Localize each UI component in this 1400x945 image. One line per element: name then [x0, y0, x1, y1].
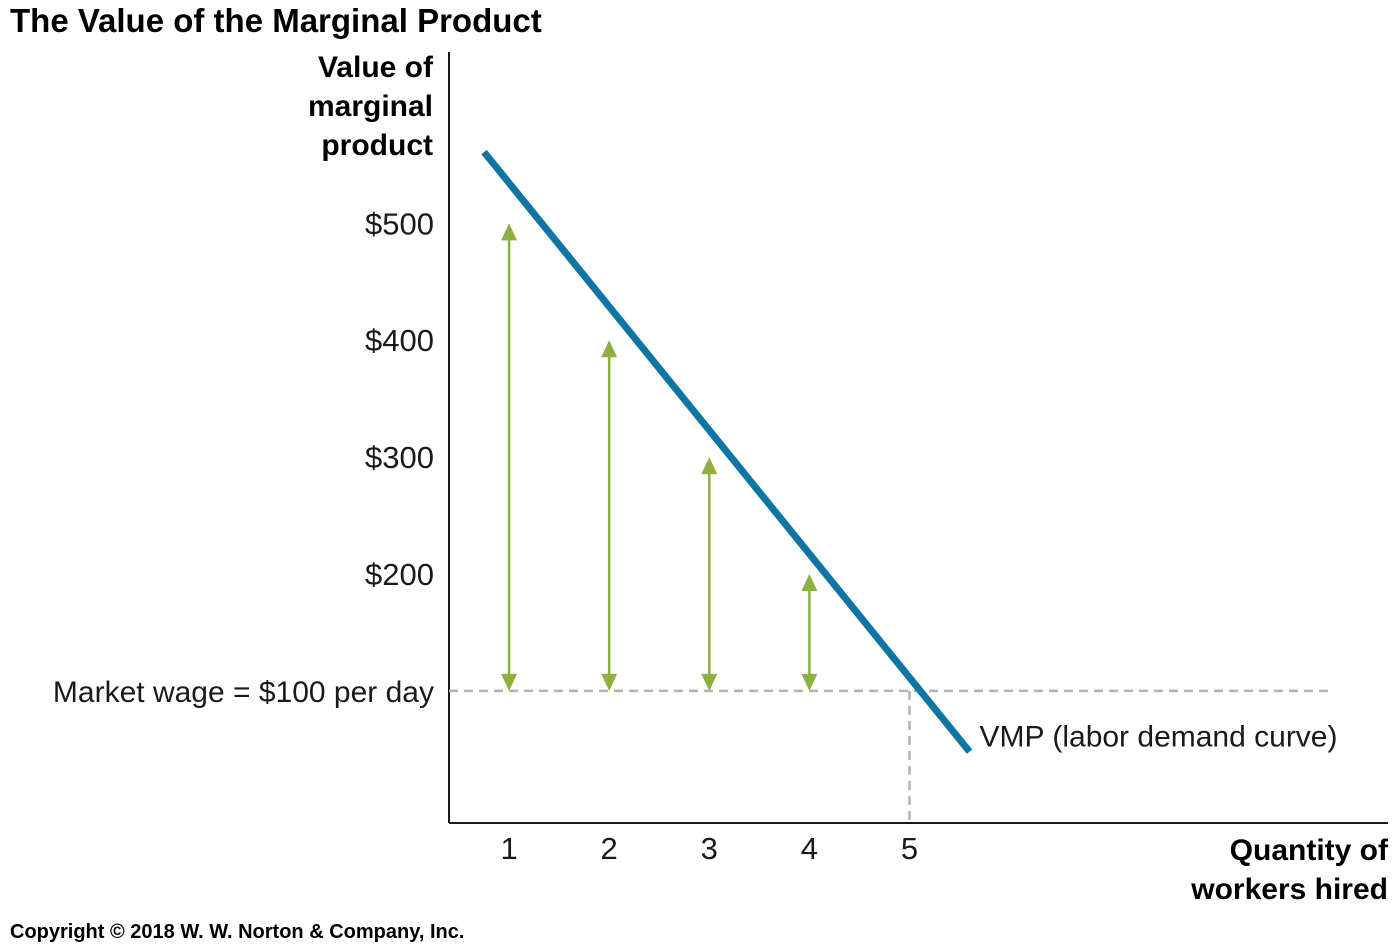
market-wage-label: Market wage = $100 per day	[53, 676, 434, 709]
y-tick-label-500: $500	[365, 206, 434, 241]
x-tick-label-5: 5	[901, 831, 918, 866]
y-tick-label-300: $300	[365, 440, 434, 475]
arrowhead-bottom-2	[601, 673, 618, 691]
y-axis-title-line-3: product	[321, 129, 433, 162]
arrowhead-bottom-1	[501, 673, 518, 691]
arrowhead-top-2	[601, 340, 618, 358]
x-tick-label-4: 4	[801, 831, 818, 866]
arrowhead-top-3	[701, 457, 718, 475]
x-tick-label-3: 3	[701, 831, 718, 866]
y-axis-title-line-2: marginal	[308, 90, 433, 123]
plot-area: VMP (labor demand curve) $500 $400 $300 $200…	[53, 52, 1388, 866]
vmp-demand-curve	[481, 149, 973, 754]
x-tick-label-1: 1	[500, 831, 517, 866]
arrowhead-bottom-3	[701, 673, 718, 691]
chart-title: The Value of the Marginal Product	[10, 2, 542, 39]
y-tick-label-200: $200	[365, 557, 434, 592]
arrowhead-bottom-4	[801, 673, 818, 691]
copyright-notice: Copyright © 2018 W. W. Norton & Company,…	[10, 921, 464, 943]
x-tick-label-2: 2	[601, 831, 618, 866]
vmp-curve-label: VMP (labor demand curve)	[980, 721, 1338, 754]
x-axis-title-line-2: workers hired	[1190, 873, 1388, 906]
y-tick-label-400: $400	[365, 323, 434, 358]
arrowhead-top-4	[801, 574, 818, 592]
x-axis-title-line-1: Quantity of	[1230, 834, 1389, 867]
arrowhead-top-1	[501, 223, 518, 241]
y-axis-title-line-1: Value of	[318, 51, 434, 84]
